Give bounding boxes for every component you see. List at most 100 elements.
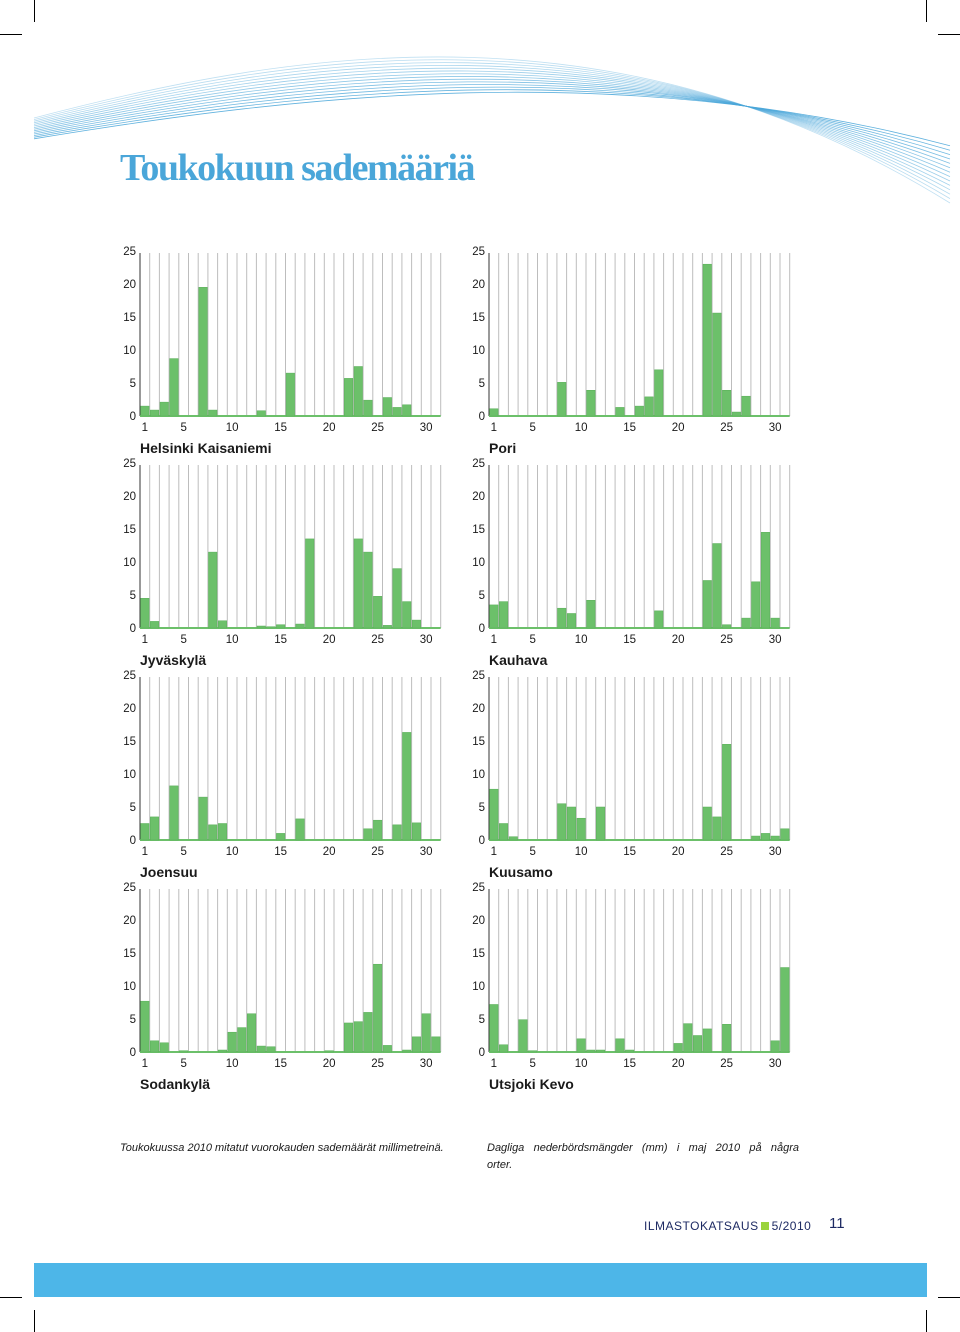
x-tick-label: 30 [769, 846, 782, 858]
bar [150, 409, 160, 417]
crop-mark [938, 34, 960, 35]
bar [625, 1049, 635, 1053]
bar [780, 967, 790, 1053]
bar [586, 600, 596, 629]
x-tick-label: 15 [623, 1058, 636, 1070]
bar [489, 604, 499, 629]
bar [266, 1046, 276, 1053]
bar [702, 806, 712, 841]
bar [382, 1045, 392, 1053]
bar [247, 1013, 257, 1053]
swoosh-line [33, 73, 951, 177]
y-tick-label: 15 [123, 524, 136, 536]
x-tick-label: 5 [180, 422, 186, 434]
x-tick-label: 1 [491, 634, 497, 646]
y-tick-label: 20 [472, 703, 485, 715]
x-tick-label: 15 [274, 422, 287, 434]
chart-jyvaskyla: 0 5 10 15 20 25 1 5 10 15 20 25 30 Jyväskylä [120, 458, 450, 672]
x-tick-label: 1 [142, 846, 148, 858]
crop-mark [34, 0, 35, 22]
x-tick-label: 20 [323, 1058, 336, 1070]
bar [285, 372, 295, 417]
y-tick-label: 15 [123, 948, 136, 960]
swoosh-line [33, 62, 951, 195]
y-tick-label: 5 [479, 802, 485, 814]
x-tick-label: 15 [274, 634, 287, 646]
bar [741, 617, 751, 629]
bar [615, 1038, 625, 1053]
bar [644, 396, 654, 417]
x-tick-label: 20 [323, 422, 336, 434]
bar [654, 369, 664, 417]
y-tick-label: 5 [479, 1014, 485, 1026]
x-tick-label: 15 [274, 846, 287, 858]
x-tick-label: 25 [720, 422, 733, 434]
x-tick-label: 1 [491, 846, 497, 858]
bar [140, 823, 150, 841]
bar [179, 1050, 189, 1053]
bar [702, 263, 712, 417]
x-tick-label: 5 [529, 1058, 535, 1070]
bar [431, 1036, 441, 1053]
bar [353, 538, 363, 629]
y-tick-label: 20 [123, 703, 136, 715]
bar [712, 816, 722, 841]
y-tick-label: 0 [479, 623, 485, 635]
y-tick-label: 25 [123, 882, 136, 894]
bar [373, 596, 383, 629]
y-tick-label: 15 [123, 736, 136, 748]
chart-kauhava: 0 5 10 15 20 25 1 5 10 15 20 25 30 Kauhava [469, 458, 799, 672]
chart-joensuu: 0 5 10 15 20 25 1 5 10 15 20 25 30 Joensuu [120, 670, 450, 884]
bar [344, 1022, 354, 1053]
swoosh-line [33, 59, 951, 199]
x-tick-label: 20 [672, 846, 685, 858]
y-tick-label: 10 [472, 345, 485, 357]
y-tick-label: 0 [130, 835, 136, 847]
bar [159, 1042, 169, 1053]
y-tick-label: 15 [123, 312, 136, 324]
x-tick-label: 10 [575, 846, 588, 858]
crop-mark [34, 1310, 35, 1332]
bar [276, 833, 286, 841]
bar [169, 358, 179, 417]
bar [722, 390, 732, 417]
x-tick-label: 30 [420, 422, 433, 434]
bar [693, 1035, 703, 1053]
bar [722, 624, 732, 629]
x-tick-label: 25 [720, 1058, 733, 1070]
bar [237, 1027, 247, 1053]
bar [557, 803, 567, 841]
bar [673, 1043, 683, 1053]
station-label: Joensuu [140, 864, 198, 880]
x-tick-label: 10 [575, 1058, 588, 1070]
bar [760, 532, 770, 629]
bar [508, 836, 518, 841]
x-tick-label: 5 [180, 846, 186, 858]
bar [770, 617, 780, 629]
bar [712, 312, 722, 417]
bar [276, 624, 286, 629]
x-tick-label: 10 [226, 846, 239, 858]
bar [683, 1023, 693, 1053]
caption-finnish: Toukokuussa 2010 mitatut vuorokauden sad… [120, 1142, 444, 1154]
swoosh-decoration [33, 56, 951, 204]
y-tick-label: 15 [472, 948, 485, 960]
bar [208, 409, 218, 417]
bar [382, 625, 392, 629]
x-tick-label: 5 [529, 846, 535, 858]
y-tick-label: 10 [123, 557, 136, 569]
bar [780, 828, 790, 841]
bar [557, 382, 567, 417]
x-tick-label: 25 [371, 846, 384, 858]
bar [198, 796, 208, 841]
bar [208, 551, 218, 629]
x-tick-label: 5 [529, 422, 535, 434]
y-tick-label: 0 [130, 623, 136, 635]
x-tick-label: 1 [142, 634, 148, 646]
x-tick-label: 10 [575, 422, 588, 434]
y-tick-label: 5 [130, 590, 136, 602]
swoosh-line [33, 78, 951, 169]
